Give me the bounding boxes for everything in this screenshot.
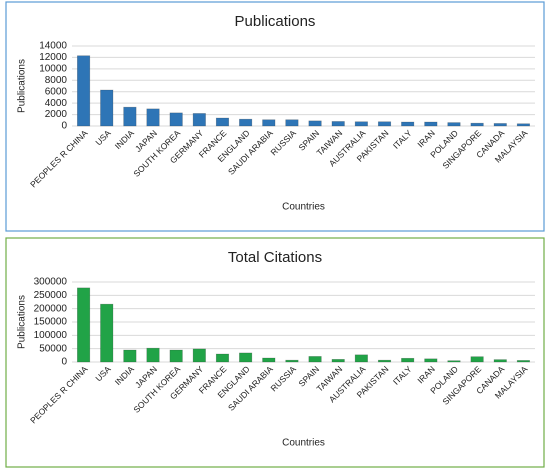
y-tick-label: 0 [61,121,67,132]
bar [308,356,322,363]
x-axis-title: Countries [282,202,325,213]
bar [146,347,160,363]
bar [493,123,507,127]
y-tick-label: 0 [61,357,67,368]
bar [100,89,114,127]
bar [262,357,276,363]
bar [123,349,137,363]
bar [123,106,137,127]
y-tick-label: 4000 [45,98,68,109]
y-tick-label: 10000 [39,63,67,74]
bar [169,112,183,127]
y-tick-label: 100000 [34,330,68,341]
chart-title: Publications [235,13,316,30]
y-tick-label: 150000 [34,317,68,328]
bar [424,121,438,127]
bar [169,349,183,363]
bar [401,357,415,363]
bar [215,117,230,127]
bar [401,121,415,127]
bar [331,121,345,127]
y-tick-label: 50000 [39,343,67,354]
bar [447,360,461,363]
y-tick-label: 8000 [45,75,68,86]
x-axis-title: Countries [282,438,325,449]
y-tick-label: 200000 [34,303,68,314]
bar [262,119,276,127]
bar [354,121,368,127]
bar [146,108,160,127]
y-tick-label: 250000 [34,290,68,301]
y-tick-label: 14000 [39,41,67,52]
bar [100,303,114,363]
chart-title: Total Citations [228,249,322,266]
bar [285,119,299,127]
bar [192,113,206,127]
bar [239,352,253,363]
bar [470,356,484,363]
bar [516,123,530,127]
y-axis-title: Publications [17,59,28,113]
y-tick-label: 300000 [34,277,68,288]
bar [447,122,461,127]
bar [493,359,507,363]
panel [5,1,545,232]
bar [354,354,368,363]
bar [377,359,392,363]
bar [285,359,299,363]
panel [5,237,545,468]
y-axis-title: Publications [17,295,28,349]
bar [331,359,345,363]
bar [377,121,392,127]
y-tick-label: 12000 [39,52,67,63]
bar [308,120,322,127]
bar [77,55,91,127]
y-tick-label: 2000 [45,109,68,120]
bar [215,353,230,363]
bar [516,360,530,363]
bar [424,358,438,363]
bar [239,118,253,127]
bar [192,348,206,363]
y-tick-label: 6000 [45,86,68,97]
bar [470,122,484,127]
bar [77,287,91,363]
